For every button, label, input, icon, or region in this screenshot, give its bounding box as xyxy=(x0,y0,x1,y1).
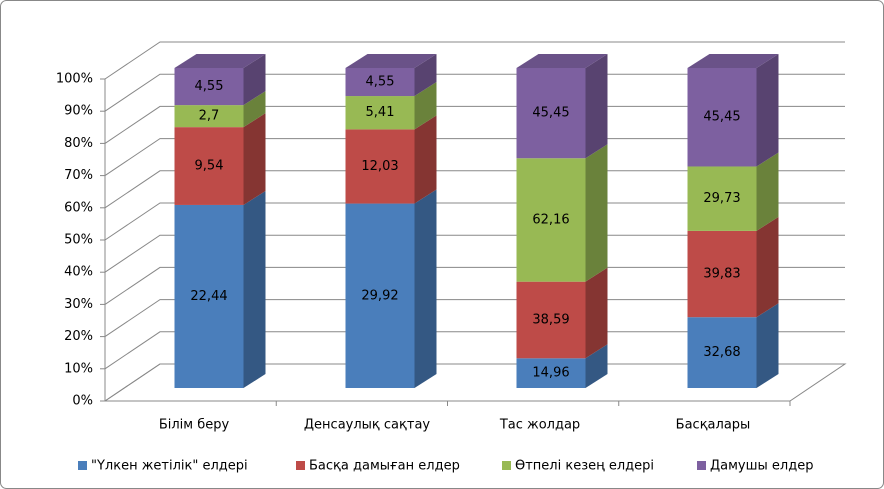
bar-segment xyxy=(516,281,586,359)
data-label: 5,41 xyxy=(366,105,395,120)
bar-top xyxy=(516,54,608,68)
grid-line xyxy=(104,73,845,112)
bar-side xyxy=(243,113,266,205)
bar-side xyxy=(756,216,779,318)
grid-line xyxy=(104,41,845,80)
bar-side xyxy=(756,303,779,388)
legend-swatch xyxy=(78,461,87,470)
bar-segment xyxy=(174,127,244,205)
bar-side xyxy=(414,54,437,97)
grid-line xyxy=(104,170,845,209)
bar-segment xyxy=(687,317,757,388)
legend-label: "Үлкен жетілік" елдері xyxy=(91,459,248,474)
bar-segment xyxy=(345,129,415,204)
data-label: 12,03 xyxy=(361,159,398,174)
y-tick-label: 20% xyxy=(64,329,93,344)
y-tick-label: 40% xyxy=(64,265,93,280)
bar-segment xyxy=(687,68,757,167)
data-label: 9,54 xyxy=(195,159,224,174)
bar-segment xyxy=(174,105,244,128)
legend-label: Дамушы елдер xyxy=(710,459,813,474)
y-tick-label: 30% xyxy=(64,297,93,312)
data-label: 29,73 xyxy=(703,191,740,206)
y-tick-label: 80% xyxy=(64,136,93,151)
legend-label: Басқа дамыған елдер xyxy=(309,459,460,474)
y-tick-label: 10% xyxy=(64,361,93,376)
data-label: 14,96 xyxy=(532,366,569,381)
bar-side xyxy=(243,190,266,388)
bar-segment xyxy=(516,358,586,388)
data-label: 39,83 xyxy=(703,267,740,282)
y-tick-label: 60% xyxy=(64,200,93,215)
legend-label: Өтпелі кезең елдері xyxy=(515,459,654,474)
bar-top xyxy=(687,54,779,68)
x-tick-label: Денсаулық сақтау xyxy=(304,418,431,433)
data-label: 22,44 xyxy=(190,289,227,304)
bar-segment xyxy=(516,68,586,159)
bar-top xyxy=(174,54,266,68)
legend-swatch xyxy=(502,461,511,470)
data-label: 62,16 xyxy=(532,212,569,227)
bar-segment xyxy=(687,230,757,318)
grid-line xyxy=(104,105,845,144)
y-tick-label: 50% xyxy=(64,233,93,248)
bar-side xyxy=(756,152,779,231)
data-label: 4,55 xyxy=(366,75,395,90)
grid-line xyxy=(104,266,845,305)
bar-side xyxy=(243,91,266,128)
grid-line xyxy=(104,363,845,402)
y-tick-label: 100% xyxy=(56,72,93,87)
bar-side xyxy=(585,54,608,159)
bar-side xyxy=(414,82,437,130)
legend-swatch xyxy=(697,461,706,470)
bar-segment xyxy=(174,68,244,106)
bar-segment xyxy=(345,203,415,388)
bar-side xyxy=(414,115,437,204)
data-label: 38,59 xyxy=(532,312,569,327)
data-label: 2,7 xyxy=(199,109,220,124)
data-label: 29,92 xyxy=(361,288,398,303)
bar-side xyxy=(243,54,266,106)
x-tick-label: Басқалары xyxy=(676,418,751,433)
data-label: 4,55 xyxy=(195,79,224,94)
grid-line xyxy=(104,331,845,370)
legend-swatch xyxy=(296,461,305,470)
bar-segment xyxy=(345,96,415,130)
bar-side xyxy=(414,189,437,388)
bar-side xyxy=(585,144,608,282)
bar-side xyxy=(585,267,608,359)
x-tick-label: Білім беру xyxy=(159,418,230,433)
bar-segment xyxy=(516,158,586,282)
y-tick-label: 0% xyxy=(72,394,93,409)
y-tick-label: 90% xyxy=(64,104,93,119)
grid-line xyxy=(104,299,845,338)
x-tick-label: Тас жолдар xyxy=(499,418,580,433)
bar-segment xyxy=(345,68,415,97)
bar-top xyxy=(345,54,437,68)
bar-segment xyxy=(687,166,757,231)
y-tick-label: 70% xyxy=(64,168,93,183)
grid-line xyxy=(104,234,845,273)
data-label: 45,45 xyxy=(532,106,569,121)
grid-line xyxy=(104,138,845,177)
grid-line xyxy=(104,202,845,241)
bar-side xyxy=(756,54,779,167)
bar-segment xyxy=(174,204,244,388)
data-label: 32,68 xyxy=(703,345,740,360)
bar-side xyxy=(585,344,608,388)
data-label: 45,45 xyxy=(703,110,740,125)
